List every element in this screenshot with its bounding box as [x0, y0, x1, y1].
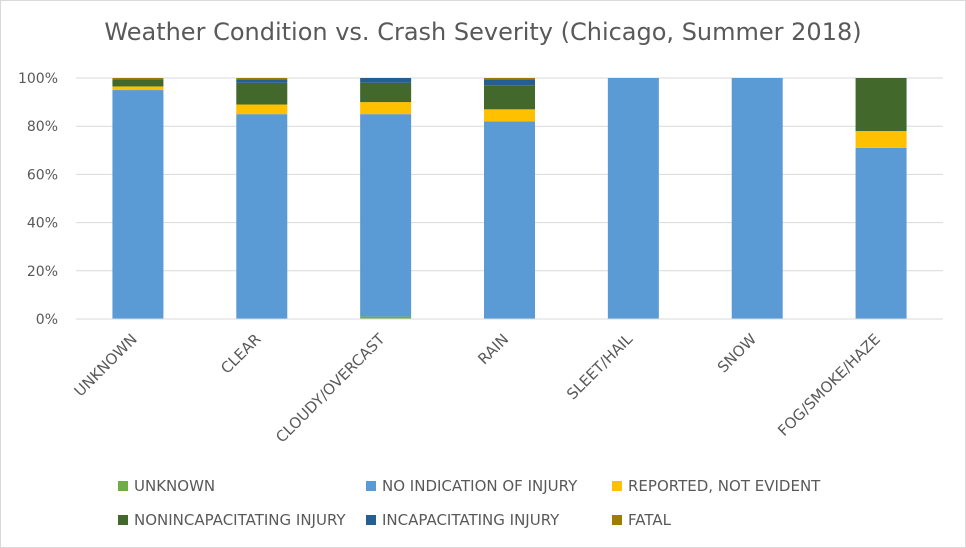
- bar-segment: [236, 82, 288, 105]
- x-tick-label: SLEET/HAIL: [563, 330, 637, 404]
- bar-segment: [236, 78, 288, 80]
- y-tick-label: 40%: [27, 216, 58, 232]
- bar-segment: [112, 79, 164, 87]
- y-tick-label: 60%: [27, 167, 58, 183]
- bar-segment: [112, 90, 164, 319]
- bar-segment: [236, 79, 288, 83]
- x-tick-label: FOG/SMOKE/HAZE: [774, 330, 884, 440]
- bar-segment: [731, 78, 783, 319]
- bar-segment: [855, 147, 907, 319]
- y-tick-label: 100%: [18, 71, 58, 87]
- chart-title: Weather Condition vs. Crash Severity (Ch…: [104, 18, 862, 46]
- y-tick-label: 80%: [27, 119, 58, 135]
- y-tick-label: 20%: [27, 264, 58, 280]
- bar-segment: [484, 78, 535, 80]
- x-tick-label: CLOUDY/OVERCAST: [272, 330, 389, 447]
- x-tick-label: CLEAR: [217, 330, 264, 377]
- bar-segment: [360, 316, 412, 319]
- bar-segment: [360, 102, 412, 115]
- x-tick-label: SNOW: [714, 330, 760, 376]
- bar-segment: [484, 109, 535, 122]
- bar-segment: [607, 78, 659, 319]
- bar-segment: [112, 86, 164, 91]
- bar-segment: [360, 78, 412, 83]
- bar-segment: [236, 114, 288, 320]
- bar-segment: [484, 79, 535, 86]
- bar-segment: [855, 78, 907, 132]
- bar-segment: [236, 104, 288, 115]
- bar-segment: [360, 114, 412, 317]
- x-tick-label: RAIN: [474, 330, 512, 368]
- y-tick-label: 0%: [36, 312, 58, 328]
- bar-segment: [855, 131, 907, 148]
- bar-segment: [484, 121, 535, 319]
- x-tick-label: UNKNOWN: [71, 330, 141, 400]
- bar-segment: [360, 82, 412, 103]
- bar-segment: [112, 78, 164, 80]
- bar-segment: [484, 85, 535, 110]
